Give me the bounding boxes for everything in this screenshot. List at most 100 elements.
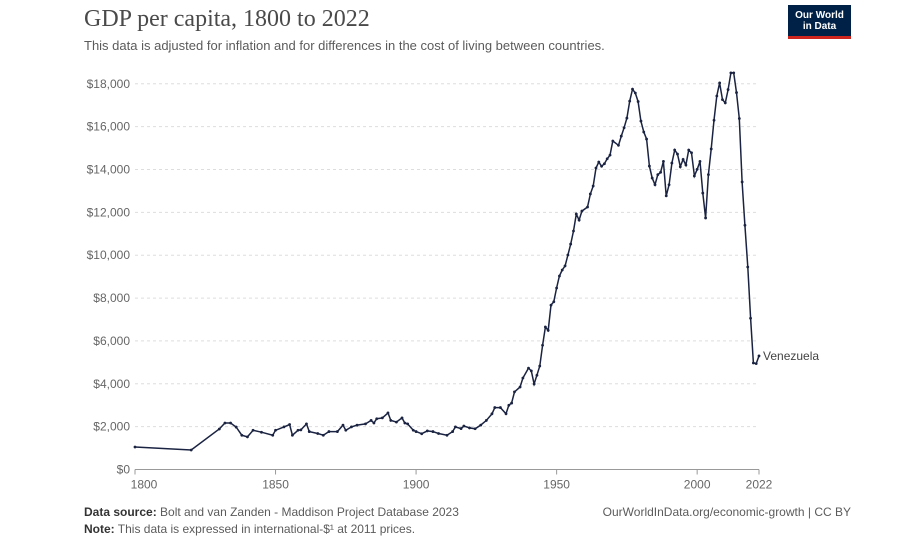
data-point: [580, 209, 584, 213]
data-point: [552, 300, 556, 304]
data-point: [296, 428, 300, 432]
data-point: [479, 423, 483, 427]
data-point: [577, 218, 581, 222]
data-point: [740, 180, 744, 184]
data-point: [723, 101, 727, 105]
data-point: [737, 117, 741, 120]
x-tick-label: 2022: [746, 478, 773, 492]
data-point: [541, 343, 544, 347]
data-point: [754, 362, 758, 366]
data-point: [611, 139, 615, 143]
data-point: [288, 423, 291, 426]
data-point: [698, 159, 702, 163]
data-point: [217, 427, 221, 431]
data-point: [656, 173, 660, 177]
data-point: [650, 176, 654, 180]
data-point: [619, 134, 623, 138]
data-point: [386, 411, 390, 415]
data-point: [459, 427, 463, 430]
data-point: [133, 445, 137, 449]
data-point: [504, 412, 508, 416]
data-point: [316, 432, 320, 435]
data-point: [425, 429, 429, 433]
data-point: [229, 421, 232, 425]
data-point: [437, 432, 440, 435]
data-point: [499, 406, 502, 409]
data-point: [411, 428, 415, 432]
data-point: [605, 157, 609, 161]
data-point: [341, 423, 345, 427]
data-point: [389, 419, 393, 422]
data-point: [572, 229, 575, 233]
data-point: [695, 167, 699, 171]
data-point: [282, 425, 286, 429]
data-point: [321, 433, 325, 437]
data-point: [527, 366, 530, 370]
data-point: [574, 212, 578, 216]
x-tick-label: 1950: [543, 478, 570, 492]
data-point: [535, 373, 539, 377]
data-point: [490, 412, 494, 416]
data-point: [721, 98, 724, 102]
data-point: [462, 424, 466, 428]
series-line: [134, 72, 760, 451]
data-point: [335, 430, 339, 433]
data-point: [608, 153, 612, 157]
data-point: [549, 303, 553, 307]
data-point: [223, 421, 227, 425]
data-point: [246, 435, 249, 439]
data-point: [639, 119, 643, 123]
y-tick-label: $4,000: [93, 377, 130, 391]
x-tick-label: 2000: [684, 478, 711, 492]
data-point: [586, 205, 589, 209]
y-tick-label: $16,000: [87, 120, 131, 134]
data-point: [507, 403, 511, 407]
data-point: [678, 165, 682, 169]
data-point: [653, 183, 657, 187]
data-point: [667, 183, 671, 187]
data-point: [622, 126, 626, 130]
data-point: [307, 430, 311, 433]
data-point: [274, 428, 277, 432]
data-point: [687, 148, 691, 152]
data-point: [395, 420, 398, 424]
data-point: [555, 286, 559, 290]
data-source: Data source: Bolt and van Zanden - Maddi…: [84, 505, 459, 519]
data-point: [518, 385, 522, 389]
y-tick-label: $8,000: [93, 291, 130, 305]
y-tick-label: $10,000: [87, 248, 131, 262]
data-point: [521, 376, 525, 380]
data-point: [600, 164, 603, 168]
line-chart: $0 $2,000 $4,000 $6,000 $8,000 $10,000 $12,000…: [87, 71, 819, 492]
data-point: [372, 421, 376, 425]
data-point: [406, 422, 410, 426]
data-point: [659, 170, 663, 174]
data-point: [240, 433, 244, 437]
data-point: [431, 430, 435, 433]
data-point: [538, 364, 542, 368]
data-point: [380, 416, 384, 420]
data-point: [594, 166, 598, 170]
source-link[interactable]: OurWorldInData.org/economic-growth | CC …: [602, 505, 851, 519]
data-point: [690, 151, 693, 155]
data-point: [563, 264, 567, 268]
data-point: [588, 192, 592, 196]
owid-logo[interactable]: Our World in Data: [788, 5, 851, 39]
data-point: [260, 430, 263, 434]
data-point: [454, 425, 457, 429]
data-point: [746, 265, 750, 269]
data-point: [751, 361, 755, 365]
data-point: [299, 428, 303, 432]
data-point: [532, 382, 536, 386]
x-tick-label: 1850: [262, 478, 289, 492]
data-point: [681, 158, 685, 161]
data-point: [403, 421, 407, 425]
data-point: [757, 354, 761, 358]
data-point: [189, 448, 193, 452]
data-point: [558, 274, 561, 278]
y-tick-label: $14,000: [87, 163, 131, 177]
data-point: [647, 164, 651, 168]
data-point: [673, 148, 677, 152]
data-point: [560, 268, 564, 272]
chart-title: GDP per capita, 1800 to 2022: [84, 6, 370, 32]
